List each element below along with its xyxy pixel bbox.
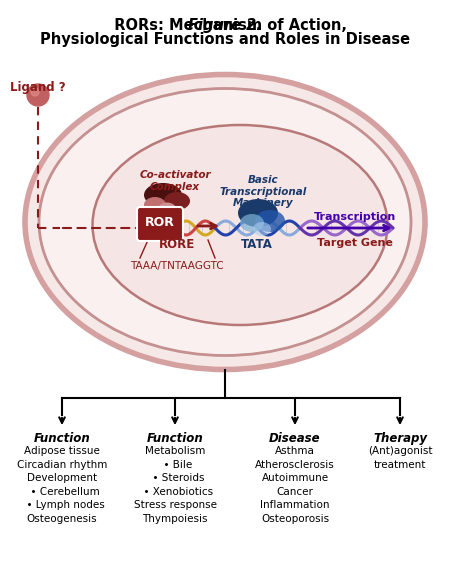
Text: Transcription: Transcription [314, 212, 396, 222]
Text: TAAA/TNTAAGGTC: TAAA/TNTAAGGTC [130, 261, 224, 271]
Ellipse shape [144, 197, 166, 213]
Ellipse shape [255, 210, 285, 232]
Ellipse shape [164, 192, 190, 210]
Text: Function: Function [34, 432, 90, 445]
Text: TATA: TATA [241, 238, 273, 251]
Circle shape [31, 88, 39, 96]
Ellipse shape [158, 202, 176, 215]
Text: Target Gene: Target Gene [317, 238, 393, 248]
Text: (Ant)agonist
treatment: (Ant)agonist treatment [368, 446, 432, 470]
Text: Adipose tissue
Circadian rhythm
Development
  • Cerebellum
  • Lymph nodes
Osteo: Adipose tissue Circadian rhythm Developm… [17, 446, 107, 524]
Text: Function: Function [147, 432, 203, 445]
Ellipse shape [39, 88, 411, 355]
Text: Asthma
Atherosclerosis
Autoimmune
Cancer
Inflammation
Osteoporosis: Asthma Atherosclerosis Autoimmune Cancer… [255, 446, 335, 524]
Ellipse shape [253, 222, 271, 236]
Text: Basic
Transcriptional
Machinery: Basic Transcriptional Machinery [220, 175, 306, 208]
Ellipse shape [238, 199, 278, 227]
Text: Ligand ?: Ligand ? [10, 81, 66, 94]
FancyBboxPatch shape [137, 207, 183, 241]
Ellipse shape [144, 183, 182, 207]
Ellipse shape [93, 125, 387, 325]
Ellipse shape [240, 214, 264, 232]
Text: RORE: RORE [159, 238, 195, 251]
Text: RORs: Mechanism of Action,: RORs: Mechanism of Action, [104, 18, 346, 33]
Circle shape [27, 84, 49, 106]
Text: ROR: ROR [145, 215, 175, 229]
Text: Metabolism
  • Bile
  • Steroids
  • Xenobiotics
Stress response
Thympoiesis: Metabolism • Bile • Steroids • Xenobioti… [134, 446, 216, 524]
Text: Figure 2.: Figure 2. [188, 18, 262, 33]
Text: Co-activator
Complex: Co-activator Complex [139, 170, 211, 191]
Text: Physiological Functions and Roles in Disease: Physiological Functions and Roles in Dis… [40, 32, 410, 47]
Ellipse shape [25, 74, 425, 370]
Text: Disease: Disease [269, 432, 321, 445]
Text: Therapy: Therapy [373, 432, 427, 445]
